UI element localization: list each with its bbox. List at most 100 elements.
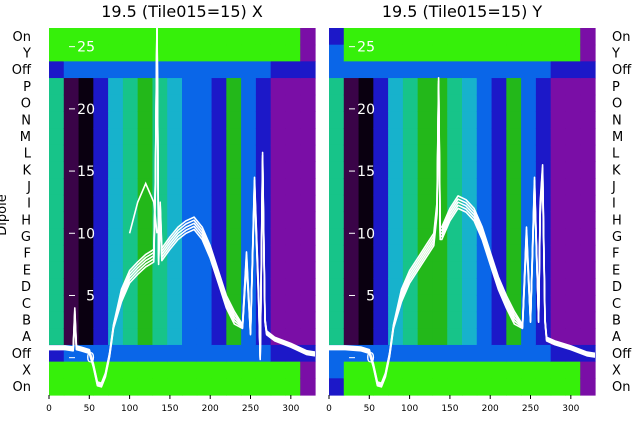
x-tick-label: 250 [242, 404, 259, 414]
heatmap-cell [521, 344, 537, 363]
heatmap-cell [565, 111, 581, 129]
heatmap-cell [226, 178, 242, 196]
heatmap-cell [329, 361, 345, 379]
heatmap-cell [329, 78, 345, 96]
heatmap-cell [417, 111, 434, 129]
heatmap-cell [565, 194, 581, 213]
heatmap-cell [241, 144, 257, 163]
heatmap-cell [343, 161, 360, 179]
heatmap-cell [462, 244, 478, 263]
heatmap-cell [241, 244, 257, 263]
heatmap-cell [300, 261, 316, 279]
heatmap-cell [373, 278, 389, 296]
heatmap-cell [226, 61, 242, 79]
heatmap-cell [300, 178, 316, 196]
heatmap-cell [270, 244, 287, 263]
heatmap-cell [285, 44, 301, 62]
heatmap-cell [506, 28, 522, 46]
heatmap-cell [300, 211, 316, 229]
heatmap-cell [550, 228, 567, 246]
left-row-label: K [22, 163, 31, 178]
overlay-tick-label: 25 [357, 40, 375, 56]
panel-y: 19.5 (Tile015=15) Y 0 5 10 15 20 25 0 50 100 150… [326, 2, 596, 414]
heatmap-cell [63, 361, 80, 379]
overlay-tick-label: 5 [86, 288, 95, 304]
heatmap-cell [63, 78, 80, 96]
heatmap-cell [108, 78, 124, 96]
heatmap-cell [565, 44, 581, 62]
heatmap-cell [432, 328, 448, 346]
heatmap-cell [122, 328, 139, 346]
heatmap-cell [78, 78, 94, 96]
heatmap-cell [550, 94, 567, 113]
heatmap-cell [300, 94, 316, 113]
heatmap-cell [122, 161, 139, 179]
heatmap-cell [521, 94, 537, 113]
heatmap-cell [137, 328, 154, 346]
heatmap-cell [462, 61, 478, 79]
heatmap-cell [182, 194, 198, 213]
heatmap-cell [373, 94, 389, 113]
heatmap-cell [550, 111, 567, 129]
heatmap-cell [506, 328, 522, 346]
heatmap-cell [329, 111, 345, 129]
heatmap-cell [137, 128, 154, 146]
heatmap-cell [462, 111, 478, 129]
heatmap-cell [241, 228, 257, 246]
heatmap-cell [300, 278, 316, 296]
heatmap-cell [196, 294, 213, 313]
heatmap-cell [196, 128, 213, 146]
heatmap-cell [580, 128, 596, 146]
heatmap-cell [462, 94, 478, 113]
heatmap-cell [491, 111, 507, 129]
heatmap-cell [417, 61, 434, 79]
heatmap-cell [241, 78, 257, 96]
heatmap-cell [358, 361, 374, 379]
heatmap-cell [343, 144, 360, 163]
heatmap-cell [108, 211, 124, 229]
heatmap-cell [182, 261, 198, 279]
heatmap-cell [402, 44, 419, 62]
heatmap-cell [285, 178, 301, 196]
heatmap-cell [373, 61, 389, 79]
heatmap-cell [211, 344, 227, 363]
heatmap-cell [476, 178, 493, 196]
heatmap-cell [417, 294, 434, 313]
heatmap-cell [300, 128, 316, 146]
heatmap-cell [226, 344, 242, 363]
heatmap-cell [285, 211, 301, 229]
heatmap-cell [432, 128, 448, 146]
heatmap-cell [196, 278, 213, 296]
heatmap-cell [78, 328, 94, 346]
heatmap-cell [196, 61, 213, 79]
heatmap-cell [565, 178, 581, 196]
heatmap-cell [462, 378, 478, 396]
heatmap-cell [402, 294, 419, 313]
heatmap-cell [329, 144, 345, 163]
heatmap-cell [167, 161, 183, 179]
heatmap-cell [417, 211, 434, 229]
heatmap-cell [565, 211, 581, 229]
left-row-label: J [26, 180, 31, 195]
heatmap-cell [78, 144, 94, 163]
heatmap-cell [78, 228, 94, 246]
heatmap-cell [580, 94, 596, 113]
heatmap-cell [108, 128, 124, 146]
heatmap-cell [329, 311, 345, 329]
heatmap-cell [432, 44, 448, 62]
heatmap-cell [417, 144, 434, 163]
heatmap-cell [343, 228, 360, 246]
heatmap-cell [182, 94, 198, 113]
heatmap-cell [417, 44, 434, 62]
right-row-label: E [612, 263, 620, 278]
heatmap-cell [462, 28, 478, 46]
heatmap-cell [152, 61, 168, 79]
heatmap-cell [270, 178, 287, 196]
heatmap-cell [137, 294, 154, 313]
heatmap-cell [93, 128, 109, 146]
heatmap-cell [211, 361, 227, 379]
heatmap-cell [63, 144, 80, 163]
heatmap-cell [255, 128, 272, 146]
heatmap-cell [343, 244, 360, 263]
